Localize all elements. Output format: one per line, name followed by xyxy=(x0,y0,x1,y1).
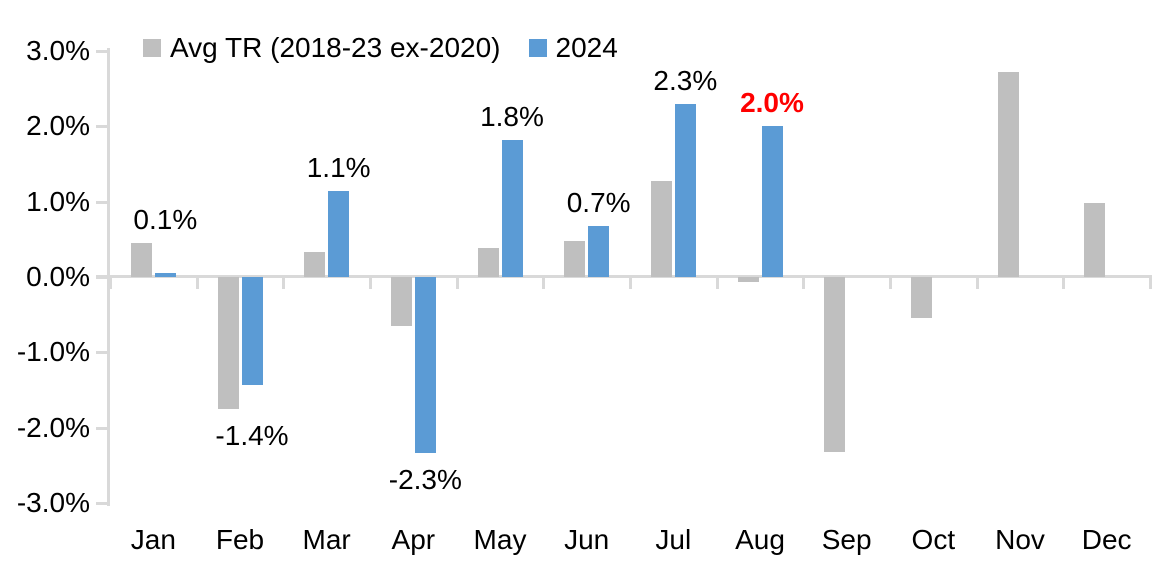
x-axis-tick xyxy=(629,278,632,289)
x-axis-month-label: Nov xyxy=(995,524,1045,555)
bar-2024-may xyxy=(501,139,523,277)
y-axis-tick-label: 1.0% xyxy=(26,185,90,217)
x-axis-tick xyxy=(802,278,806,289)
x-axis-month-label: Jan xyxy=(130,524,176,555)
bar-avg-tr-2018-23-ex-2020--jun xyxy=(564,240,586,277)
x-axis-month-label: Aug xyxy=(735,524,785,555)
bar-avg-tr-2018-23-ex-2020--dec xyxy=(1084,203,1106,277)
y-axis-tick xyxy=(96,50,107,53)
data-label-apr: -2.3% xyxy=(388,463,462,495)
x-axis-month-label: Mar xyxy=(302,524,351,555)
bar-avg-tr-2018-23-ex-2020--apr xyxy=(390,277,412,326)
data-label-jul: 2.3% xyxy=(653,64,718,96)
x-axis-line xyxy=(96,275,1152,278)
bar-avg-tr-2018-23-ex-2020--sep xyxy=(824,277,846,452)
x-axis-tick xyxy=(1062,278,1066,289)
y-axis-tick xyxy=(96,351,107,355)
legend: Avg TR (2018-23 ex-2020) 2024 xyxy=(143,32,618,64)
legend-swatch-2024 xyxy=(528,39,547,57)
x-axis-tick xyxy=(889,278,892,289)
x-axis-tick xyxy=(715,278,719,289)
data-label-jun: 0.7% xyxy=(566,186,631,218)
bar-2024-feb xyxy=(241,277,263,385)
data-label-may: 1.8% xyxy=(480,100,544,132)
bar-avg-tr-2018-23-ex-2020--jan xyxy=(130,243,152,277)
x-axis-month-label: Dec xyxy=(1081,524,1132,555)
bar-avg-tr-2018-23-ex-2020--may xyxy=(477,247,499,277)
legend-label-avg-tr: Avg TR (2018-23 ex-2020) xyxy=(170,32,501,63)
bar-2024-jun xyxy=(588,225,610,277)
y-axis-tick-label: -3.0% xyxy=(16,486,90,518)
x-axis-tick xyxy=(1149,278,1152,289)
x-axis-month-label: Apr xyxy=(391,524,436,555)
data-label-feb: -1.4% xyxy=(215,419,289,451)
y-axis-tick-label: -1.0% xyxy=(16,336,90,368)
y-axis-tick xyxy=(96,426,107,430)
bar-avg-tr-2018-23-ex-2020--feb xyxy=(217,277,239,409)
bar-avg-tr-2018-23-ex-2020--jul xyxy=(650,180,672,277)
bar-avg-tr-2018-23-ex-2020--aug xyxy=(737,277,759,283)
x-axis-month-label: May xyxy=(473,524,527,555)
x-axis-tick xyxy=(195,278,199,289)
bar-2024-apr xyxy=(414,277,436,453)
data-label-jan: 0.1% xyxy=(133,204,198,236)
x-axis-month-label: Feb xyxy=(215,524,265,555)
x-axis-tick xyxy=(282,278,286,289)
bar-2024-mar xyxy=(328,191,350,277)
bar-2024-jan xyxy=(154,273,176,277)
x-axis-tick xyxy=(455,278,459,289)
bar-avg-tr-2018-23-ex-2020--oct xyxy=(910,277,932,319)
x-axis-month-label: Jul xyxy=(655,524,692,555)
y-axis-tick xyxy=(96,125,107,129)
legend-label-2024: 2024 xyxy=(555,32,618,63)
x-axis-month-label: Jun xyxy=(564,524,610,555)
x-axis-month-label: Sep xyxy=(821,524,872,555)
data-label-aug: 2.0% xyxy=(740,87,804,119)
y-axis-tick-label: 2.0% xyxy=(26,110,90,142)
y-axis-tick-label: 3.0% xyxy=(26,35,90,66)
x-axis-tick xyxy=(369,278,372,289)
x-axis-tick xyxy=(542,278,546,289)
y-axis-tick xyxy=(96,200,107,204)
x-axis-tick xyxy=(975,278,979,289)
legend-swatch-avg-tr xyxy=(143,39,161,57)
x-axis-tick xyxy=(109,278,112,289)
x-axis-month-label: Oct xyxy=(911,524,956,555)
bar-avg-tr-2018-23-ex-2020--mar xyxy=(304,252,326,277)
bar-avg-tr-2018-23-ex-2020--nov xyxy=(997,72,1019,277)
y-axis-tick-label: -2.0% xyxy=(16,411,90,443)
y-axis-tick xyxy=(96,501,107,505)
y-axis-tick-label: 0.0% xyxy=(26,261,90,292)
data-label-mar: 1.1% xyxy=(306,152,371,184)
bar-2024-jul xyxy=(674,103,696,277)
bar-2024-aug xyxy=(761,126,783,277)
